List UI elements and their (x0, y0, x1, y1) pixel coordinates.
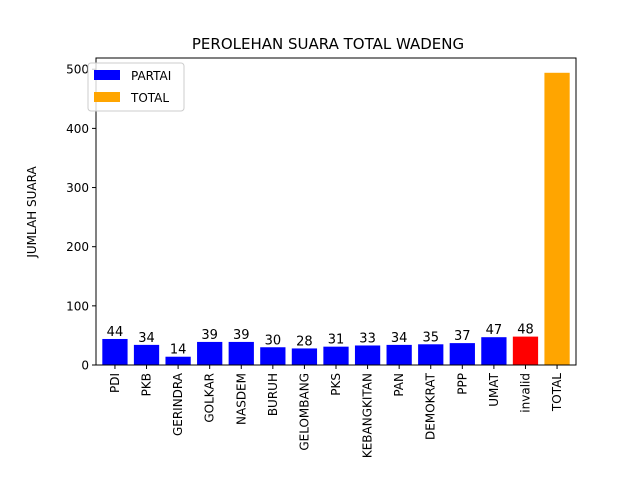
x-tick-label: UMAT (487, 372, 501, 406)
bar-value-label: 37 (454, 329, 471, 344)
bar-total (544, 72, 570, 365)
bar-buruh (260, 347, 286, 365)
bar-pdi (102, 338, 128, 365)
x-tick-label: PDI (108, 373, 122, 393)
y-tick-label: 300 (66, 181, 89, 195)
bar-kebangkitan (354, 345, 381, 365)
bar-pks (323, 346, 349, 365)
bar-gelombang (291, 348, 318, 365)
bar-pkb (133, 344, 160, 365)
x-tick-label: PKS (329, 373, 343, 396)
bar-value-label: 30 (265, 333, 282, 348)
bar-value-label: 31 (328, 333, 345, 348)
x-tick-label: PAN (392, 373, 406, 397)
bars-group (102, 72, 570, 365)
bar-value-label: 14 (170, 343, 187, 358)
bar-value-label: 48 (517, 323, 534, 338)
bar-gerindra (165, 356, 191, 365)
bar-value-label: 35 (422, 330, 439, 345)
legend-label-partai: PARTAI (131, 69, 171, 83)
plot-frame (95, 57, 577, 366)
legend-swatch-partai (94, 70, 120, 80)
y-axis: 0 100 200 300 400 500 (66, 63, 96, 373)
x-tick-label: BURUH (266, 373, 280, 416)
bar-value-label: 34 (138, 331, 155, 346)
bar-value-label: 34 (391, 331, 408, 346)
y-tick-label: 0 (81, 359, 89, 373)
bar-umat (481, 337, 507, 365)
x-tick-label: GERINDRA (171, 372, 185, 436)
y-tick-label: 500 (66, 63, 89, 77)
y-tick-label: 200 (66, 240, 89, 254)
legend-swatch-total (94, 92, 120, 102)
x-tick-label: KEBANGKITAN (361, 373, 375, 458)
y-tick-label: 400 (66, 122, 89, 136)
x-tick-label: GELOMBANG (297, 373, 311, 451)
y-tick-label: 100 (66, 299, 89, 313)
x-tick-label: DEMOKRAT (424, 372, 438, 440)
bar-value-labels: 44 34 14 39 39 30 28 31 33 34 35 37 47 48 (107, 323, 534, 358)
bar-demokrat (418, 344, 444, 365)
bar-nasdem (228, 341, 254, 365)
x-tick-label: NASDEM (234, 373, 248, 425)
bar-pan (386, 344, 412, 365)
bar-value-label: 47 (486, 323, 503, 338)
chart-title: PEROLEHAN SUARA TOTAL WADENG (192, 35, 464, 53)
x-tick-label: GOLKAR (203, 373, 217, 423)
bar-value-label: 39 (233, 328, 250, 343)
bar-invalid (512, 336, 539, 365)
bar-value-label: 33 (359, 331, 376, 346)
legend-label-total: TOTAL (130, 91, 169, 105)
y-axis-label: JUMLAH SUARA (25, 166, 39, 259)
x-tick-label: PPP (455, 373, 469, 395)
x-axis: PDI PKB GERINDRA GOLKAR NASDEM BURUH GELOMBANG… (108, 365, 564, 458)
x-tick-label: invalid (518, 373, 532, 413)
legend: PARTAI TOTAL (87, 62, 185, 112)
bar-value-label: 39 (201, 328, 218, 343)
bar-value-label: 28 (296, 334, 313, 349)
bar-golkar (197, 341, 223, 365)
bar-value-label: 44 (107, 325, 124, 340)
x-tick-label: PKB (140, 373, 154, 396)
x-tick-label: TOTAL (550, 373, 564, 412)
bar-ppp (449, 343, 475, 365)
